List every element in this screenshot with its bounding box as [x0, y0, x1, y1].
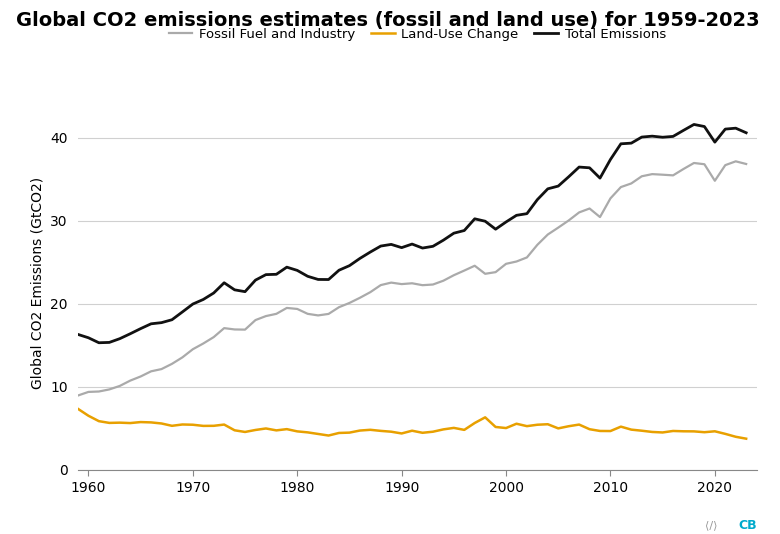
Text: ⟨/⟩: ⟨/⟩ [705, 521, 718, 531]
Total Emissions [240, 288, 250, 295]
Line: Total Emissions: Total Emissions [78, 124, 746, 343]
Fossil Fuel and Industry [731, 158, 740, 164]
Fossil Fuel and Industry [710, 178, 719, 184]
Total Emissions [366, 249, 375, 255]
Y-axis label: Global CO2 Emissions (GtCO2): Global CO2 Emissions (GtCO2) [30, 177, 44, 389]
Land-Use Change [647, 429, 657, 435]
Total Emissions [282, 264, 292, 270]
Land-Use Change [742, 436, 751, 442]
Total Emissions [428, 243, 438, 249]
Fossil Fuel and Industry [742, 161, 751, 167]
Land-Use Change [721, 430, 730, 437]
Fossil Fuel and Industry [647, 171, 657, 177]
Land-Use Change [73, 406, 83, 412]
Line: Fossil Fuel and Industry: Fossil Fuel and Industry [78, 161, 746, 396]
Total Emissions [73, 331, 83, 337]
Total Emissions [690, 121, 699, 128]
Fossil Fuel and Industry [271, 311, 281, 317]
Total Emissions [658, 134, 668, 140]
Fossil Fuel and Industry [73, 392, 83, 399]
Fossil Fuel and Industry [418, 282, 427, 288]
Fossil Fuel and Industry [355, 295, 364, 301]
Total Emissions [94, 340, 104, 346]
Land-Use Change [355, 427, 364, 434]
Land-Use Change [271, 427, 281, 434]
Fossil Fuel and Industry [230, 326, 239, 333]
Text: CB: CB [738, 519, 757, 532]
Legend: Fossil Fuel and Industry, Land-Use Change, Total Emissions: Fossil Fuel and Industry, Land-Use Chang… [168, 28, 666, 41]
Total Emissions [721, 126, 730, 132]
Total Emissions [742, 130, 751, 136]
Line: Land-Use Change: Land-Use Change [78, 409, 746, 439]
Text: Global CO2 emissions estimates (fossil and land use) for 1959-2023: Global CO2 emissions estimates (fossil a… [16, 11, 759, 30]
Land-Use Change [230, 427, 239, 434]
Land-Use Change [418, 429, 427, 436]
